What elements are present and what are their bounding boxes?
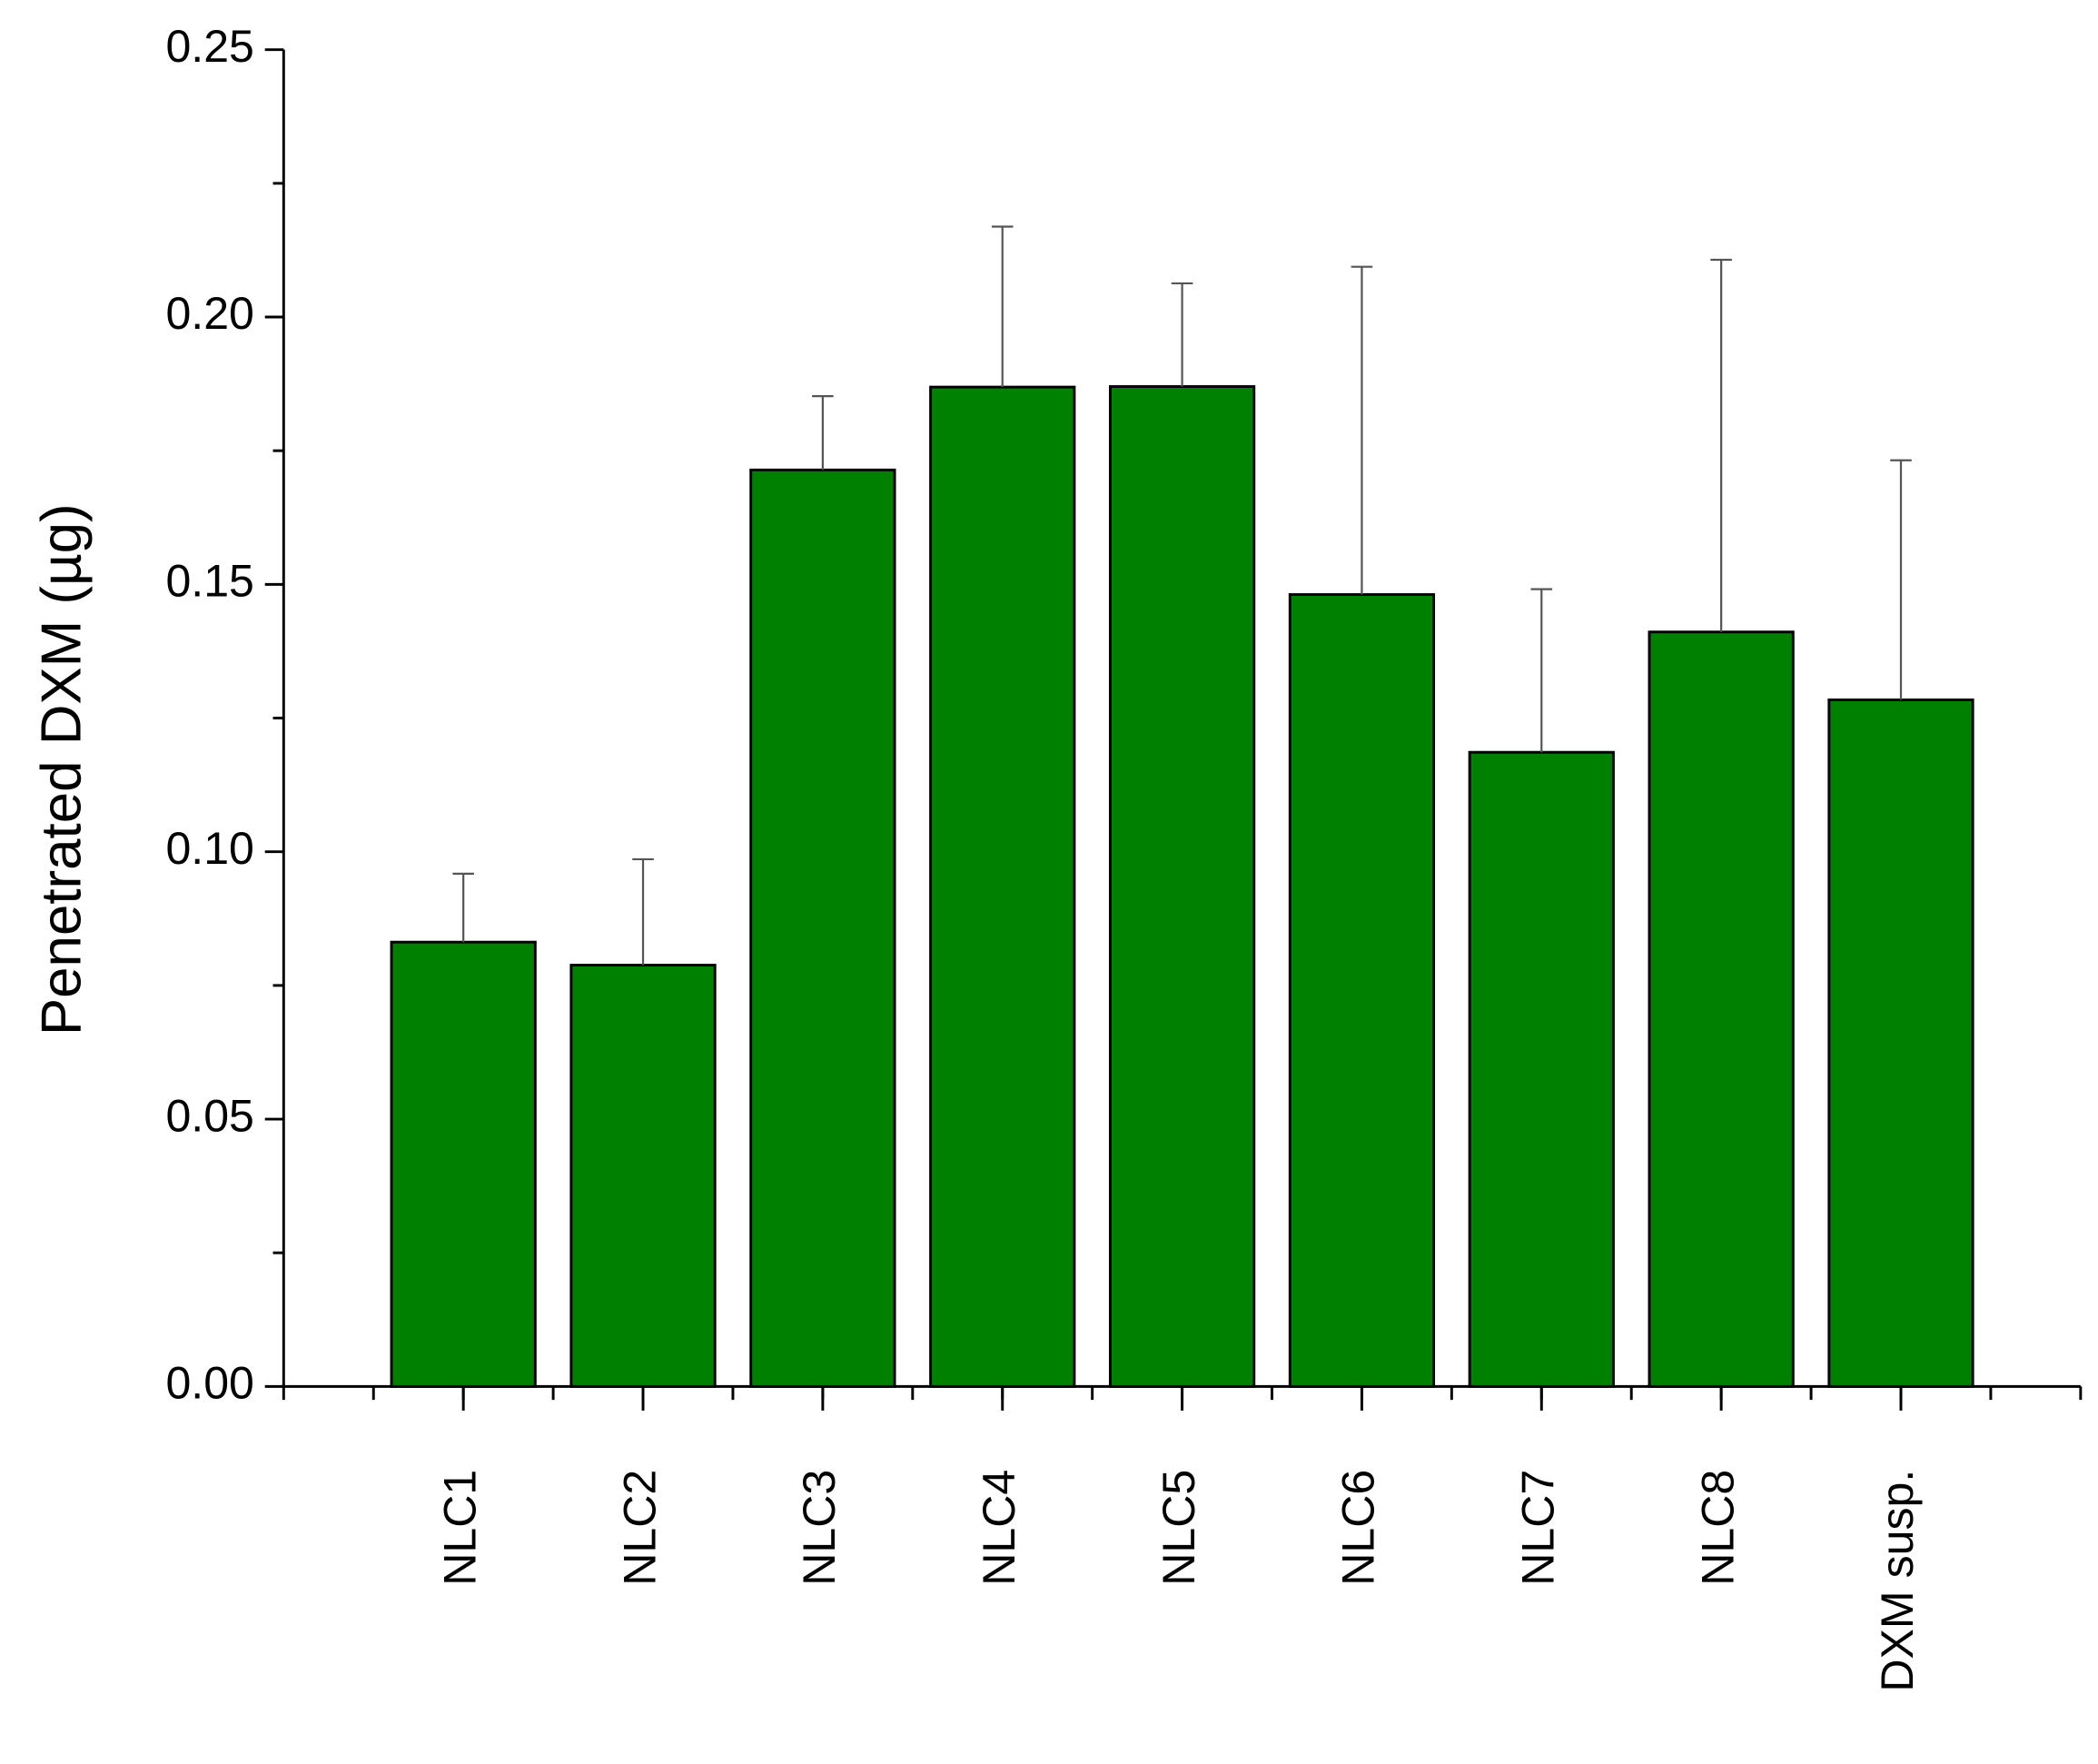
y-tick-label: 0.15 xyxy=(165,556,253,607)
bar xyxy=(1468,750,1615,1388)
bar xyxy=(929,385,1076,1388)
x-tick-label: NLC8 xyxy=(1692,1470,1743,1586)
x-tick-label: NLC4 xyxy=(974,1470,1024,1586)
x-tick-label: NLC6 xyxy=(1333,1470,1384,1586)
bar xyxy=(1648,630,1795,1388)
x-tick-label: NLC1 xyxy=(434,1470,485,1586)
bar xyxy=(1288,593,1436,1388)
bar xyxy=(1827,699,1974,1388)
x-tick-label: NLC5 xyxy=(1153,1470,1204,1586)
x-tick-label: NLC2 xyxy=(614,1470,665,1586)
y-tick-label: 0.10 xyxy=(165,823,253,874)
y-tick-label: 0.05 xyxy=(165,1090,253,1141)
y-tick-label: 0.20 xyxy=(165,288,253,339)
bar xyxy=(749,468,896,1388)
x-tick-label: NLC7 xyxy=(1513,1470,1564,1586)
x-tick-label: NLC3 xyxy=(794,1470,845,1586)
bar xyxy=(1108,385,1256,1388)
bar xyxy=(569,964,717,1388)
bar xyxy=(390,940,537,1388)
y-axis-label: Penetrated DXM (µg) xyxy=(30,503,93,1036)
y-tick-label: 0.00 xyxy=(165,1358,253,1409)
x-tick-label: DXM susp. xyxy=(1872,1470,1923,1692)
y-tick-label: 0.25 xyxy=(165,21,253,72)
